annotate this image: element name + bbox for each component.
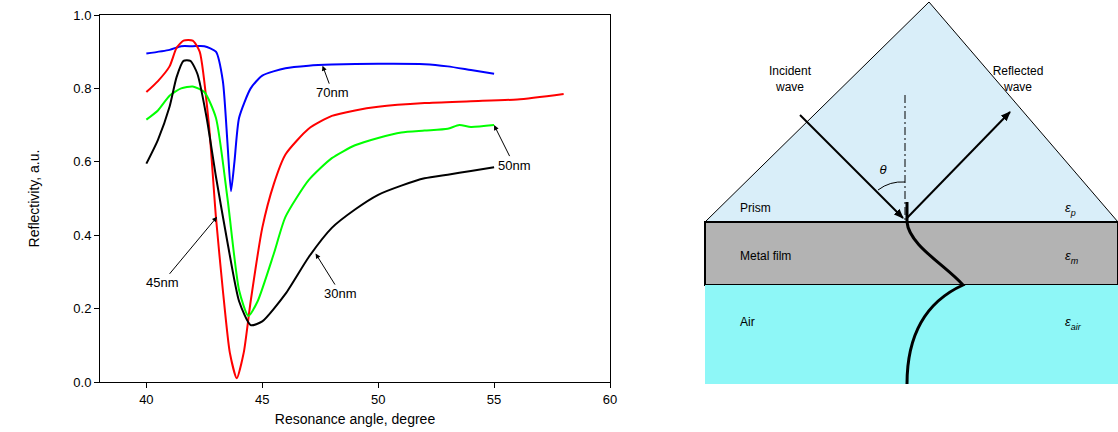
svg-text:Reflectivity, a.u.: Reflectivity, a.u. (26, 150, 42, 248)
svg-text:εp: εp (1065, 200, 1076, 218)
svg-text:0.8: 0.8 (73, 81, 91, 96)
svg-text:40: 40 (139, 392, 153, 407)
svg-text:50nm: 50nm (498, 158, 531, 173)
svg-text:70nm: 70nm (316, 85, 349, 100)
svg-text:wave: wave (1003, 80, 1032, 94)
svg-text:Air: Air (740, 315, 755, 329)
svg-text:45: 45 (255, 392, 269, 407)
svg-text:Incident: Incident (769, 64, 812, 78)
svg-text:εm: εm (1065, 248, 1079, 266)
svg-text:55: 55 (487, 392, 501, 407)
svg-text:Resonance angle, degree: Resonance angle, degree (275, 411, 436, 427)
svg-text:0.0: 0.0 (73, 375, 91, 390)
svg-text:50: 50 (371, 392, 385, 407)
svg-text:45nm: 45nm (146, 275, 179, 290)
svg-text:θ: θ (879, 162, 886, 177)
svg-text:60: 60 (603, 392, 617, 407)
svg-text:Metal film: Metal film (740, 249, 791, 263)
svg-text:Prism: Prism (740, 201, 771, 215)
svg-text:1.0: 1.0 (73, 8, 91, 23)
svg-text:30nm: 30nm (324, 286, 357, 301)
svg-text:Reflected: Reflected (993, 64, 1044, 78)
svg-text:εair: εair (1065, 314, 1082, 332)
svg-text:wave: wave (775, 80, 804, 94)
svg-text:0.6: 0.6 (73, 154, 91, 169)
svg-text:0.2: 0.2 (73, 301, 91, 316)
svg-text:0.4: 0.4 (73, 228, 91, 243)
